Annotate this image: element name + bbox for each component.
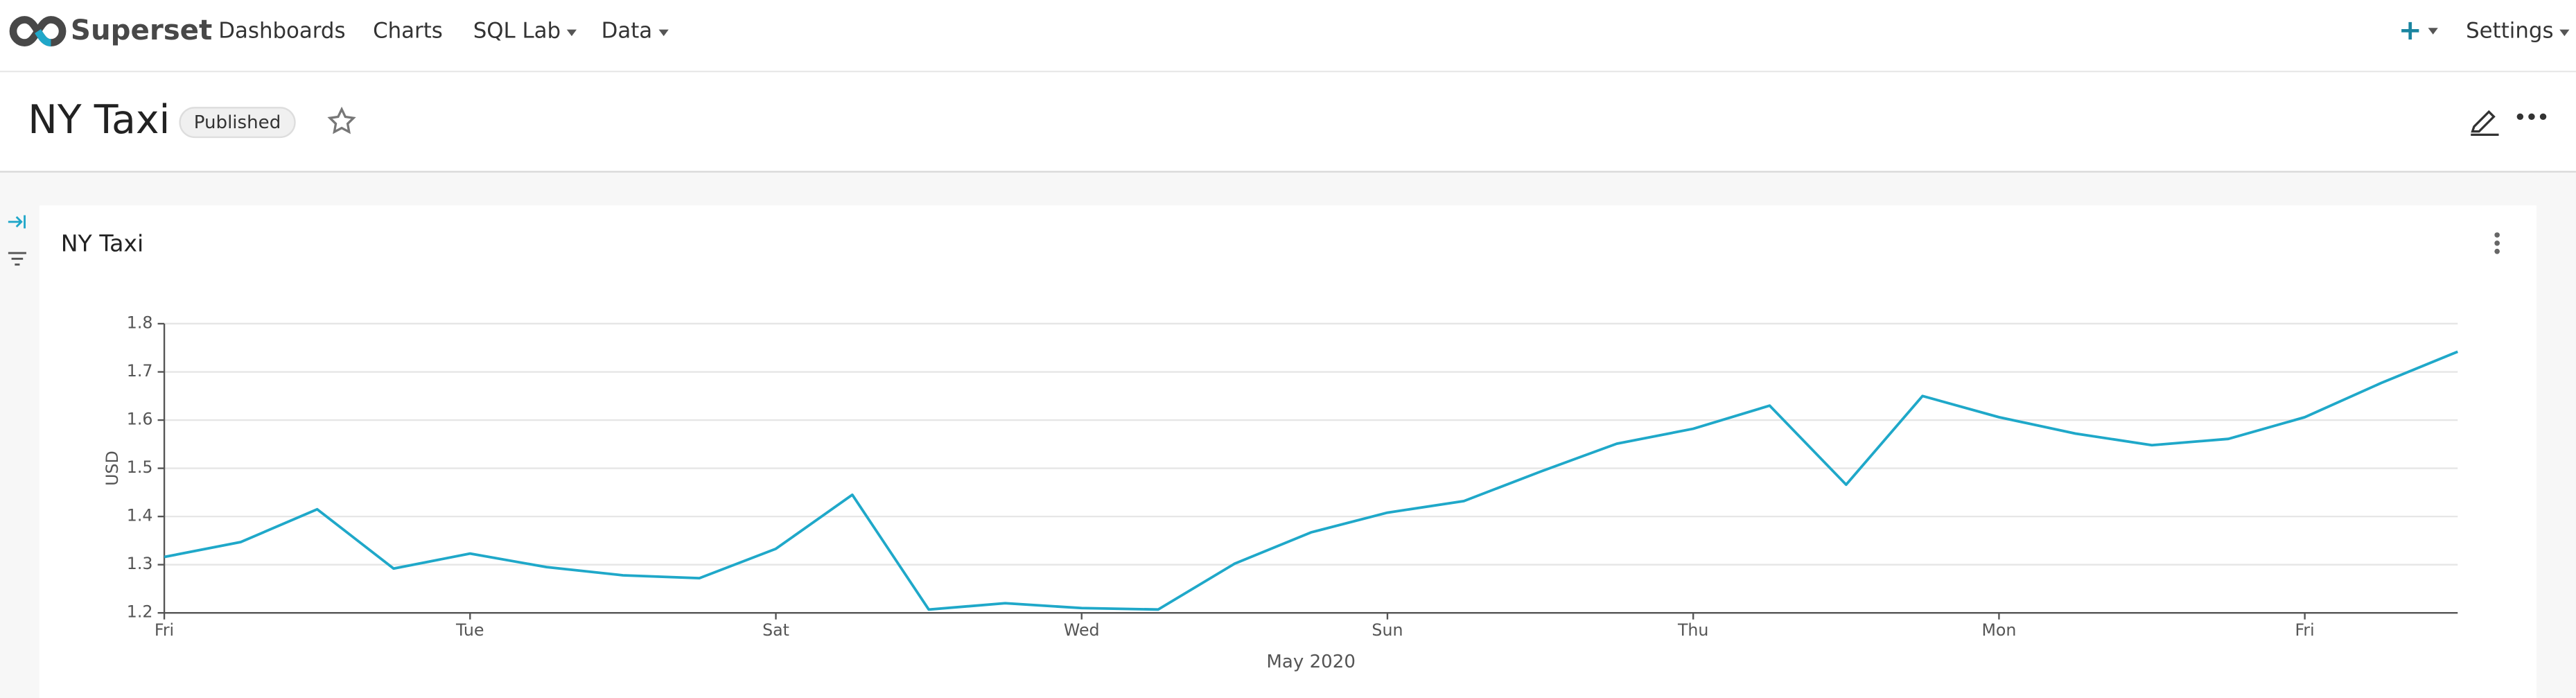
x-tick-label: Sun xyxy=(1372,620,1403,640)
nav-link: Data xyxy=(601,19,653,45)
logo xyxy=(9,16,67,46)
y-tick-label: 1.4 xyxy=(127,506,153,525)
x-tick-label: Wed xyxy=(1064,620,1100,640)
x-tick-label: Sat xyxy=(762,620,789,640)
dashboard-header: NY Taxi Published xyxy=(0,72,2576,173)
y-tick-label: 1.5 xyxy=(127,457,153,477)
nav-menu[interactable]: Data xyxy=(602,19,669,44)
dashboard-title[interactable]: NY Taxi xyxy=(28,96,170,143)
y-tick-label: 1.6 xyxy=(127,410,153,429)
x-axis-label: May 2020 xyxy=(1266,652,1355,672)
y-tick-label: 1.7 xyxy=(127,361,153,381)
x-tick-label: Thu xyxy=(1677,620,1708,640)
status-badge[interactable]: Published xyxy=(179,107,296,139)
nav-link: SQL Lab xyxy=(473,19,561,45)
add-button[interactable]: + xyxy=(2399,15,2439,48)
chart-title: NY Taxi xyxy=(61,230,144,257)
chart-menu[interactable] xyxy=(2491,230,2504,260)
favorite-star[interactable] xyxy=(327,107,357,137)
settings-label: Settings xyxy=(2466,19,2554,45)
edit-button[interactable] xyxy=(2467,103,2500,137)
top-nav: Superset Dashboards Charts SQL Lab Data … xyxy=(0,0,2576,73)
line-series xyxy=(164,350,2458,611)
sidebar-icons[interactable] xyxy=(5,210,31,276)
more-menu[interactable] xyxy=(2515,108,2548,125)
nav-menu[interactable]: SQL Lab xyxy=(473,19,577,44)
x-tick-label: Fri xyxy=(2295,620,2315,640)
y-tick-label: 1.2 xyxy=(127,602,153,622)
nav-link[interactable]: Dashboards xyxy=(218,19,346,45)
y-tick-label: 1.8 xyxy=(127,313,153,332)
y-tick-label: 1.3 xyxy=(127,554,153,573)
x-tick-label: Fri xyxy=(155,620,174,640)
y-axis-label: USD xyxy=(103,451,122,486)
settings-menu[interactable]: Settings xyxy=(2466,19,2570,44)
nav-link[interactable]: Charts xyxy=(373,19,443,45)
chart-card xyxy=(39,205,2537,698)
x-tick-label: Mon xyxy=(1981,620,2016,640)
x-tick-label: Tue xyxy=(455,620,484,640)
brand[interactable]: Superset xyxy=(70,15,213,48)
